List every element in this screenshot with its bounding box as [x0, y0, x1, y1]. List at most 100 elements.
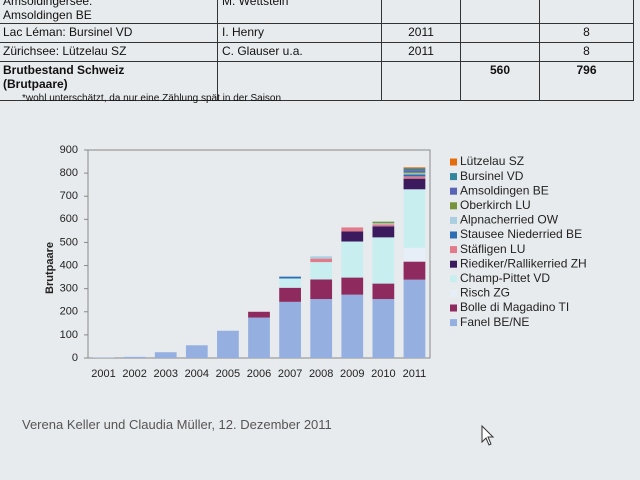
bar-segment	[403, 174, 426, 177]
x-tick-label: 2007	[278, 368, 302, 380]
table-cell	[460, 42, 540, 62]
x-tick-label: 2001	[91, 368, 115, 380]
table-cell: Zürichsee: Lützelau SZ	[0, 42, 218, 62]
table-cell	[381, 0, 461, 24]
legend-label: Riediker/Rallikerried ZH	[460, 256, 587, 270]
bar-segment	[279, 278, 301, 288]
y-tick-label: 700	[60, 190, 78, 202]
cell-text: M. Wettstein	[222, 0, 289, 8]
footer: Verena Keller und Claudia Müller, 12. De…	[22, 417, 332, 432]
table-cell	[460, 0, 540, 24]
cell-text: 796	[576, 63, 597, 77]
y-tick-label: 200	[60, 306, 78, 318]
bar-segment	[279, 287, 301, 302]
bar-segment	[248, 317, 270, 358]
bar-segment	[403, 173, 426, 175]
bar-segment	[403, 279, 426, 358]
y-axis-label: Brutpaare	[44, 242, 56, 294]
cell-text: 8	[583, 44, 590, 58]
legend-label: Risch ZG	[460, 286, 510, 300]
cell-text: Lac Léman: Bursinel VD	[3, 25, 133, 39]
bar-segment	[372, 224, 395, 227]
bar-segment	[341, 277, 364, 295]
bar-segment	[403, 176, 426, 179]
bar-segment	[310, 299, 333, 358]
table-cell: Brutbestand Schweiz (Brutpaare)	[0, 61, 218, 101]
legend-swatch	[450, 319, 457, 327]
bar-segment	[310, 256, 333, 259]
bar-segment	[403, 247, 426, 262]
table-row: Zürichsee: Lützelau SZ C. Glauser u.a. 201…	[0, 42, 634, 62]
table-cell	[217, 61, 382, 101]
cursor	[481, 424, 495, 446]
bar-segment	[403, 178, 426, 190]
table-cell: Amsoldingersee: Amsoldingen BE	[0, 0, 218, 24]
bar-segment	[341, 231, 364, 242]
legend-swatch	[450, 289, 457, 297]
table-cell: 8	[539, 23, 634, 43]
legend-swatch	[450, 216, 457, 224]
bar-segment	[310, 279, 333, 300]
legend-swatch	[450, 158, 457, 166]
legend-label: Bolle di Magadino TI	[460, 300, 569, 314]
bar-segment	[279, 301, 301, 358]
table-cell: M. Wettstein	[217, 0, 382, 24]
cell-text: 2011	[408, 44, 434, 58]
bar-segment	[123, 356, 146, 358]
bar-segment	[248, 311, 270, 318]
legend-swatch	[450, 187, 457, 195]
bar-segment	[154, 352, 177, 358]
legend-label: Oberkirch LU	[460, 198, 531, 212]
cell-text: Zürichsee: Lützelau SZ	[3, 44, 127, 58]
bar-segment	[217, 330, 239, 358]
table-cell	[460, 23, 540, 43]
x-tick-label: 2002	[122, 368, 146, 380]
legend-swatch	[450, 202, 457, 210]
table-cell: 8	[539, 42, 634, 62]
legend-swatch	[450, 173, 457, 181]
table-row: Brutbestand Schweiz (Brutpaare) 560 796	[0, 61, 634, 101]
legend-label: Alpnacherried OW	[460, 213, 559, 227]
bar-segment	[372, 223, 395, 225]
bar-segment	[310, 262, 333, 280]
x-tick-label: 2010	[371, 368, 395, 380]
cell-text: Brutbestand Schweiz (Brutpaare)	[3, 63, 125, 91]
legend-label: Lützelau SZ	[460, 154, 524, 168]
bar-segment	[372, 283, 395, 300]
bar-segment	[403, 261, 426, 280]
y-tick-label: 900	[60, 144, 78, 156]
bar-segment	[403, 167, 426, 169]
table-cell: 560	[460, 61, 540, 101]
x-tick-label: 2003	[153, 368, 177, 380]
cell-text: 8	[583, 25, 590, 39]
cell-text: 2011	[408, 25, 434, 39]
table-cell: 2011	[381, 42, 461, 62]
bar-segment	[372, 237, 395, 284]
legend-label: Amsoldingen BE	[460, 183, 549, 197]
bar-segment	[372, 226, 395, 238]
cell-text: 560	[489, 63, 511, 77]
table-cell: C. Glauser u.a.	[217, 42, 382, 62]
table-cell: 796	[539, 61, 634, 101]
table-row: Amsoldingersee: Amsoldingen BE M. Wettste…	[0, 0, 634, 24]
x-tick-label: 2004	[185, 368, 209, 380]
y-tick-label: 300	[60, 283, 78, 295]
bar-segment	[403, 168, 426, 171]
table-cell	[381, 61, 461, 101]
x-tick-label: 2008	[309, 368, 333, 380]
y-tick-label: 500	[60, 236, 78, 248]
cell-text: C. Glauser u.a.	[222, 44, 303, 58]
table-cell	[539, 0, 634, 24]
y-tick-label: 600	[60, 213, 78, 225]
bar-segment	[279, 276, 301, 279]
table: Amsoldingersee: Amsoldingen BE M. Wettste…	[0, 0, 634, 101]
x-tick-label: 2011	[403, 368, 427, 380]
bar-segment	[341, 241, 364, 278]
legend-swatch	[450, 304, 457, 312]
legend-label: Champ-Pittet VD	[460, 271, 550, 285]
y-tick-label: 100	[60, 329, 78, 341]
table-cell: Lac Léman: Bursinel VD	[0, 23, 218, 43]
cell-text: I. Henry	[222, 25, 265, 39]
